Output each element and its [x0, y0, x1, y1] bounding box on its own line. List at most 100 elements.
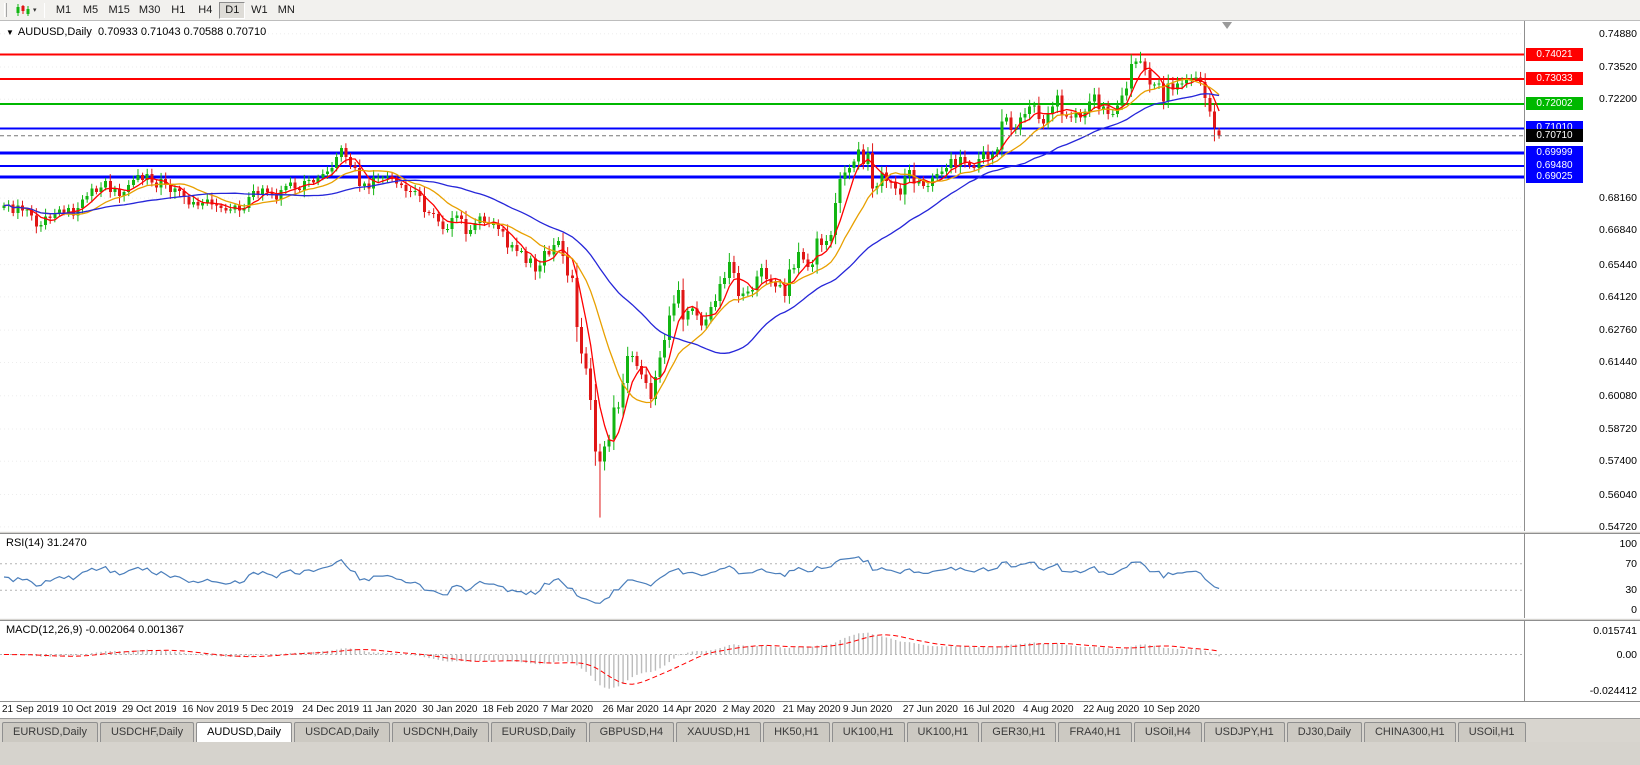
hline-price-tag[interactable]: 0.69999	[1526, 146, 1583, 160]
macd-bar	[104, 651, 107, 655]
time-axis[interactable]: 21 Sep 2019 10 Oct 2019 29 Oct 2019 16 Nov …	[0, 701, 1640, 718]
panel-splitter[interactable]	[0, 618, 1640, 621]
price-tick-label: 0.60080	[1599, 389, 1637, 402]
panel-splitter[interactable]	[0, 531, 1640, 534]
chart-tab-usoil-h4[interactable]: USOil,H4	[1133, 722, 1202, 742]
macd-signal-line	[4, 634, 1220, 685]
macd-bar	[285, 653, 287, 655]
candle-body	[968, 162, 972, 166]
timeframe-button-h4[interactable]: H4	[198, 3, 213, 16]
macd-bar	[1112, 648, 1114, 655]
timeframe-button-h1[interactable]: H1	[171, 3, 186, 16]
chart-tab-xauusd-h1[interactable]: XAUUSD,H1	[676, 722, 762, 742]
candle-body	[1009, 117, 1013, 130]
macd-bar	[123, 651, 125, 655]
candle-body	[538, 265, 542, 272]
candle-body	[635, 356, 639, 366]
chart-tab-dj30-daily[interactable]: DJ30,Daily	[1286, 722, 1362, 742]
macd-bar	[520, 654, 523, 663]
macd-bar	[331, 650, 333, 655]
price-axis[interactable]: 0.74880 0.73520 0.72200 0.68160 0.66840 0.654…	[1524, 21, 1640, 533]
macd-bar	[257, 654, 259, 656]
chart-tab-uk100-h1[interactable]: UK100,H1	[906, 722, 980, 742]
candle-body	[871, 153, 875, 189]
hline-price-tag[interactable]: 0.69480	[1526, 158, 1583, 172]
macd-chart-area[interactable]: MACD(12,26,9) -0.002064 0.001367	[0, 621, 1524, 701]
chart-tab-gbpusd-h4[interactable]: GBPUSD,H4	[588, 722, 675, 742]
toolbar-drag-handle[interactable]	[4, 3, 7, 17]
macd-bar	[1209, 652, 1211, 655]
macd-bar	[627, 654, 629, 681]
candle-body	[834, 203, 838, 236]
moving-average-5[interactable]	[3, 67, 1220, 442]
chart-tab-china300-h1[interactable]: CHINA300,H1	[1363, 722, 1456, 742]
timeframe-button-w1[interactable]: W1	[251, 3, 268, 16]
chart-shift-marker[interactable]	[1222, 22, 1233, 29]
macd-bar	[201, 654, 204, 656]
macd-bar	[1162, 647, 1165, 655]
candle-body	[127, 184, 131, 193]
candle-body	[330, 167, 334, 172]
chart-type-button[interactable]: ▾	[12, 1, 40, 19]
timeframe-button-mn[interactable]: MN	[277, 3, 295, 16]
macd-canvas[interactable]	[0, 621, 1524, 701]
macd-bar	[243, 654, 245, 658]
macd-bar	[922, 644, 925, 655]
timeframe-button-m30[interactable]: M30	[138, 3, 161, 16]
timeframe-button-m5[interactable]: M5	[82, 3, 99, 16]
candle-body	[843, 172, 847, 179]
candle-body	[1175, 83, 1179, 90]
rsi-canvas[interactable]	[0, 534, 1524, 618]
hline-price-tag[interactable]: 0.73033	[1526, 71, 1583, 85]
chart-tab-usoil-h1[interactable]: USOil,H1	[1457, 722, 1526, 742]
rsi-chart-area[interactable]: RSI(14) 31.2470	[0, 534, 1524, 618]
candle-body	[307, 179, 311, 182]
macd-bar	[733, 644, 735, 655]
candle-body	[686, 310, 690, 320]
macd-bar	[1135, 645, 1137, 655]
macd-bar	[271, 654, 273, 655]
chart-tab-fra40-h1[interactable]: FRA40,H1	[1058, 722, 1132, 742]
price-chart-canvas[interactable]	[0, 21, 1524, 531]
hline-price-tag[interactable]: 0.72002	[1526, 97, 1583, 111]
chart-tab-uk100-h1[interactable]: UK100,H1	[831, 722, 905, 742]
candle-body	[1023, 113, 1027, 118]
candle-body	[1148, 69, 1152, 85]
macd-bar	[400, 653, 403, 655]
candle-body	[265, 188, 269, 193]
chart-tab-usdcnh-daily[interactable]: USDCNH,Daily	[392, 722, 489, 742]
candle-body	[293, 182, 297, 189]
macd-bar	[1089, 647, 1091, 655]
candle-body	[215, 204, 219, 206]
chart-tab-usdcad-daily[interactable]: USDCAD,Daily	[294, 722, 391, 742]
candle-body	[1111, 113, 1115, 115]
price-chart-area[interactable]: ▼ AUDUSD,Daily 0.70933 0.71043 0.70588 0.…	[0, 21, 1524, 531]
chart-tab-eurusd-daily[interactable]: EURUSD,Daily	[2, 722, 98, 742]
chart-tab-eurusd-daily[interactable]: EURUSD,Daily	[490, 722, 587, 742]
chart-tab-usdchf-daily[interactable]: USDCHF,Daily	[99, 722, 195, 742]
rsi-axis-label: 30	[1625, 584, 1637, 597]
candle-body	[1106, 106, 1110, 114]
macd-bar	[155, 650, 158, 655]
hline-price-tag[interactable]: 0.69025	[1526, 169, 1583, 183]
chart-tab-audusd-daily[interactable]: AUDUSD,Daily	[196, 722, 293, 742]
macd-bar	[991, 647, 994, 655]
chart-tab-usdjpy-h1[interactable]: USDJPY,H1	[1203, 722, 1285, 742]
timeframe-button-d1[interactable]: D1	[219, 1, 246, 19]
hline-price-tag[interactable]: 0.74021	[1526, 47, 1583, 61]
chart-tab-ger30-h1[interactable]: GER30,H1	[981, 722, 1057, 742]
chart-tab-hk50-h1[interactable]: HK50,H1	[763, 722, 830, 742]
moving-average-13[interactable]	[3, 78, 1220, 404]
candle-body	[1060, 95, 1064, 116]
candle-body	[954, 159, 958, 167]
chart-menu-icon[interactable]: ▼	[6, 28, 14, 37]
timeframe-button-m1[interactable]: M1	[55, 3, 72, 16]
macd-bar	[1042, 643, 1045, 655]
candle-body	[774, 282, 778, 287]
moving-average-34[interactable]	[3, 93, 1220, 354]
candle-body	[90, 188, 94, 196]
candle-body	[852, 161, 856, 168]
timeframe-button-m15[interactable]: M15	[108, 3, 130, 16]
candle-body	[709, 307, 713, 320]
macd-current-values: -0.002064 0.001367	[85, 624, 184, 636]
